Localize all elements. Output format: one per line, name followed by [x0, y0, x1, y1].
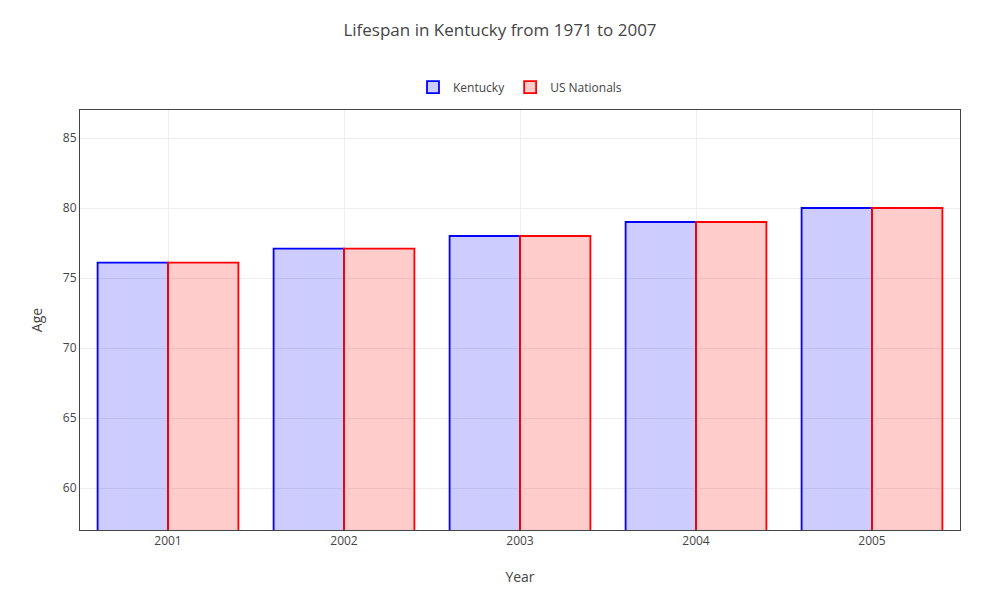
svg-text:Year: Year	[505, 567, 534, 586]
svg-text:Kentucky: Kentucky	[453, 79, 505, 96]
svg-text:75: 75	[63, 269, 77, 286]
svg-text:2002: 2002	[330, 532, 358, 549]
svg-text:70: 70	[63, 339, 77, 356]
svg-text:2003: 2003	[506, 532, 534, 549]
svg-text:2004: 2004	[682, 532, 710, 549]
svg-text:65: 65	[63, 409, 77, 426]
svg-text:Lifespan in Kentucky from 1971: Lifespan in Kentucky from 1971 to 2007	[343, 18, 656, 41]
svg-text:85: 85	[63, 129, 77, 146]
svg-text:80: 80	[63, 199, 77, 216]
svg-text:2001: 2001	[154, 532, 181, 549]
svg-text:2005: 2005	[858, 532, 886, 549]
svg-text:US Nationals: US Nationals	[550, 79, 622, 96]
svg-text:60: 60	[63, 479, 77, 496]
svg-text:Age: Age	[27, 308, 46, 332]
